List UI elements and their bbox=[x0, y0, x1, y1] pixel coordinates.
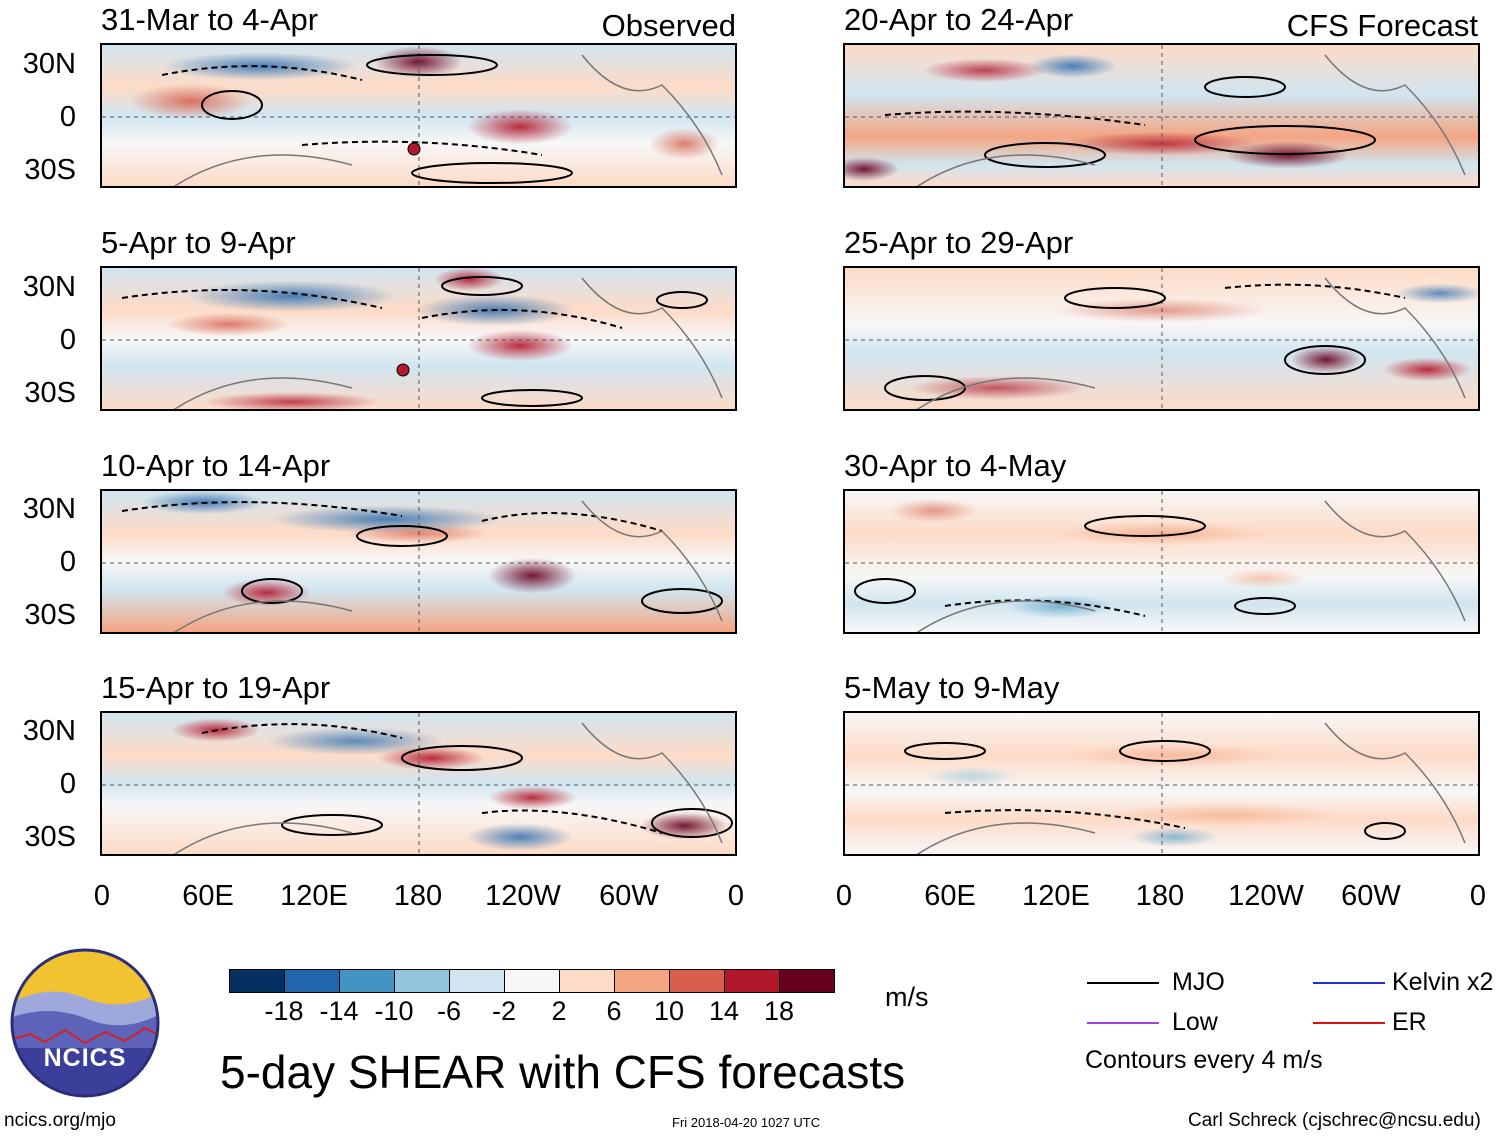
contour-overlay bbox=[102, 268, 735, 409]
lat-label-eq: 0 bbox=[59, 768, 76, 800]
colorbar-tick-label: 18 bbox=[763, 996, 795, 1026]
contour-overlay bbox=[845, 491, 1478, 632]
colorbar-cell bbox=[779, 969, 835, 993]
panel-title-obs-4: 15-Apr to 19-Apr bbox=[101, 670, 331, 705]
lat-label-30s: 30S bbox=[24, 154, 76, 186]
lon-label: 180 bbox=[1135, 880, 1185, 912]
colorbar-tick-label: 14 bbox=[708, 996, 740, 1026]
lon-label: 120W bbox=[1228, 880, 1304, 912]
panel-title-obs-3: 10-Apr to 14-Apr bbox=[101, 448, 331, 483]
colorbar-cell bbox=[504, 969, 560, 993]
legend-line-mjo bbox=[1087, 982, 1159, 984]
lon-label: 60E bbox=[924, 880, 976, 912]
lat-label-eq: 0 bbox=[59, 546, 76, 578]
observed-label: Observed bbox=[601, 8, 736, 43]
legend-label-mjo: MJO bbox=[1172, 968, 1225, 996]
contour-overlay bbox=[102, 713, 735, 854]
lat-label-30s: 30S bbox=[24, 821, 76, 853]
colorbar-cell bbox=[449, 969, 505, 993]
contour-overlay bbox=[845, 713, 1478, 854]
panel-title-obs-2: 5-Apr to 9-Apr bbox=[101, 225, 296, 260]
footer-timestamp: Fri 2018-04-20 1027 UTC bbox=[672, 1115, 821, 1130]
colorbar-tick-label: -10 bbox=[374, 996, 414, 1026]
lat-label-30n: 30N bbox=[22, 48, 76, 80]
lat-label-30s: 30S bbox=[24, 599, 76, 631]
contour-overlay bbox=[102, 45, 735, 186]
ncics-logo: NCICS bbox=[10, 948, 160, 1098]
colorbar-tick-label: -18 bbox=[264, 996, 304, 1026]
lat-label-30s: 30S bbox=[24, 377, 76, 409]
footer-author: Carl Schreck (cjschrec@ncsu.edu) bbox=[1188, 1110, 1481, 1131]
legend-label-low: Low bbox=[1172, 1008, 1218, 1036]
legend-line-low bbox=[1087, 1022, 1159, 1024]
colorbar-cell bbox=[284, 969, 340, 993]
contour-overlay bbox=[845, 45, 1478, 186]
lon-label: 180 bbox=[393, 880, 443, 912]
forecast-label: CFS Forecast bbox=[1286, 8, 1478, 43]
colorbar-tick-label: 10 bbox=[653, 996, 685, 1026]
legend-line-er bbox=[1313, 1022, 1385, 1024]
colorbar-cell bbox=[724, 969, 780, 993]
colorbar-tick-label: 6 bbox=[606, 996, 622, 1026]
colorbar-tick-label: -2 bbox=[491, 996, 516, 1026]
panel-title-fc-1: 20-Apr to 24-Apr bbox=[844, 2, 1074, 37]
contour-overlay bbox=[845, 268, 1478, 409]
legend-label-er: ER bbox=[1392, 1008, 1427, 1036]
map-panel-obs-1 bbox=[100, 43, 737, 188]
colorbar-tick-label: -6 bbox=[436, 996, 461, 1026]
colorbar-cell bbox=[669, 969, 725, 993]
lat-label-eq: 0 bbox=[59, 101, 76, 133]
logo-text: NCICS bbox=[43, 1044, 127, 1072]
lon-label: 0 bbox=[1469, 880, 1487, 912]
contour-overlay bbox=[102, 491, 735, 632]
main-title: 5-day SHEAR with CFS forecasts bbox=[220, 1046, 906, 1098]
lat-label-eq: 0 bbox=[59, 324, 76, 356]
colorbar-cell bbox=[614, 969, 670, 993]
map-panel-obs-2 bbox=[100, 266, 737, 411]
colorbar-cell bbox=[394, 969, 450, 993]
legend-line-kelvin bbox=[1313, 982, 1385, 984]
lon-label: 60W bbox=[599, 880, 659, 912]
lon-label: 0 bbox=[835, 880, 853, 912]
lat-label-30n: 30N bbox=[22, 715, 76, 747]
footer-url: ncics.org/mjo bbox=[4, 1110, 116, 1131]
lon-label: 120E bbox=[1022, 880, 1090, 912]
map-panel-fc-2 bbox=[843, 266, 1480, 411]
colorbar-cell bbox=[229, 969, 285, 993]
lon-label: 120W bbox=[485, 880, 561, 912]
panel-title-fc-4: 5-May to 9-May bbox=[844, 670, 1060, 705]
map-panel-fc-1 bbox=[843, 43, 1480, 188]
legend-contour-note: Contours every 4 m/s bbox=[1085, 1046, 1323, 1074]
panel-title-fc-2: 25-Apr to 29-Apr bbox=[844, 225, 1074, 260]
lon-label: 0 bbox=[93, 880, 111, 912]
lon-label: 0 bbox=[727, 880, 745, 912]
colorbar-cell bbox=[559, 969, 615, 993]
colorbar-tick-label: -14 bbox=[319, 996, 359, 1026]
lat-label-30n: 30N bbox=[22, 493, 76, 525]
legend-label-kelvin: Kelvin x2 bbox=[1392, 968, 1494, 996]
map-panel-fc-3 bbox=[843, 489, 1480, 634]
colorbar-cell bbox=[339, 969, 395, 993]
panel-title-fc-3: 30-Apr to 4-May bbox=[844, 448, 1067, 483]
map-panel-fc-4 bbox=[843, 711, 1480, 856]
lon-label: 60W bbox=[1341, 880, 1401, 912]
lon-label: 60E bbox=[182, 880, 234, 912]
colorbar-units: m/s bbox=[885, 982, 929, 1012]
map-panel-obs-4 bbox=[100, 711, 737, 856]
colorbar-tick-label: 2 bbox=[551, 996, 567, 1026]
panel-title-obs-1: 31-Mar to 4-Apr bbox=[101, 2, 319, 37]
lon-label: 120E bbox=[280, 880, 348, 912]
lat-label-30n: 30N bbox=[22, 271, 76, 303]
map-panel-obs-3 bbox=[100, 489, 737, 634]
